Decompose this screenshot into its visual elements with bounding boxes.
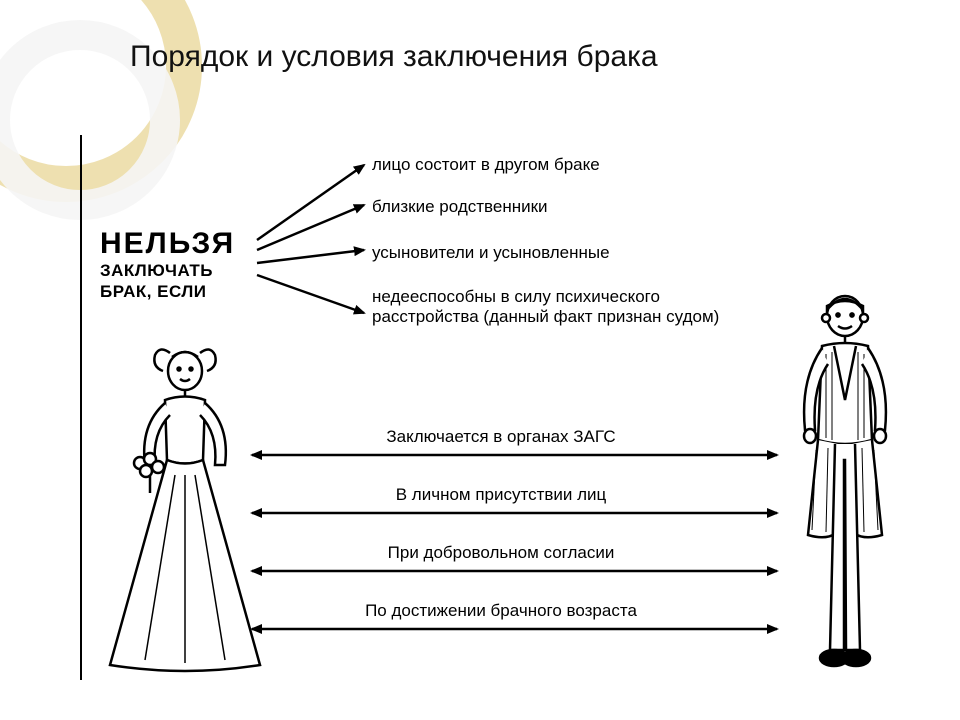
proh-item-1: лицо состоит в другом браке (372, 155, 600, 175)
prohibition-line1: НЕЛЬЗЯ (100, 227, 235, 260)
proh-item-3: усыновители и усыновленные (372, 243, 610, 263)
prohibition-heading: НЕЛЬЗЯ ЗАКЛЮЧАТЬ БРАК, ЕСЛИ (100, 227, 235, 301)
prohibition-line3: БРАК, ЕСЛИ (100, 283, 235, 302)
proh-item-2: близкие родственники (372, 197, 548, 217)
bride-icon (100, 345, 270, 675)
groom-icon (780, 290, 910, 675)
slide-title: Порядок и условия заключения брака (130, 40, 658, 74)
slide-root: Порядок и условия заключения брака НЕЛЬЗ… (0, 0, 960, 720)
diagram-area: НЕЛЬЗЯ ЗАКЛЮЧАТЬ БРАК, ЕСЛИ лицо состоит… (80, 135, 920, 680)
prohibition-line2: ЗАКЛЮЧАТЬ (100, 262, 235, 281)
proh-item-4: недееспособны в силу психического расстр… (372, 287, 762, 328)
